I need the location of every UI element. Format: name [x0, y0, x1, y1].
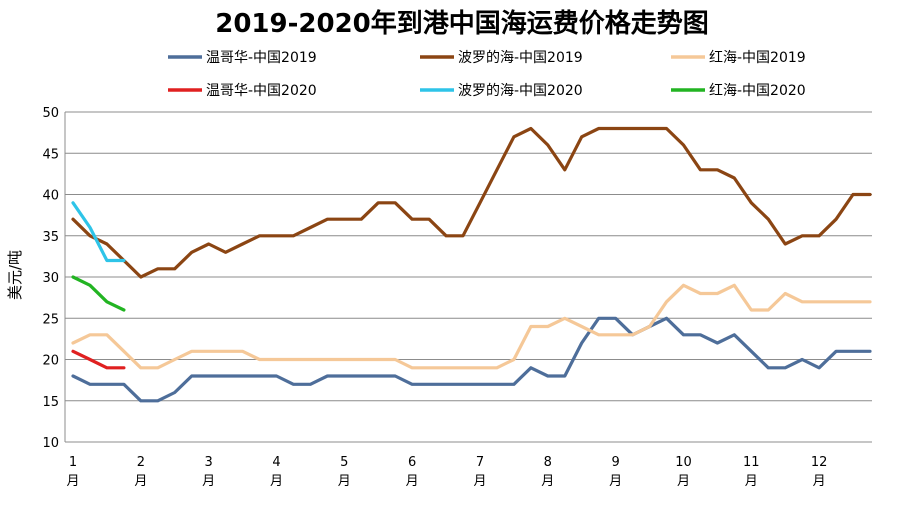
y-tick-label: 30 [42, 271, 59, 286]
y-tick-label: 25 [42, 312, 59, 327]
y-tick-label: 50 [42, 106, 59, 121]
legend-label: 红海-中国2020 [709, 83, 806, 99]
x-tick-unit: 月 [813, 474, 826, 489]
x-tick-unit: 月 [202, 474, 215, 489]
x-tick-unit: 月 [609, 474, 622, 489]
y-axis-label: 美元/吨 [6, 250, 24, 300]
x-tick-label: 4 [272, 455, 280, 470]
x-tick-label: 1 [69, 455, 77, 470]
x-tick-label: 9 [611, 455, 619, 470]
x-tick-labels: 1 月 2 月 3 月 4 月 5 月 6 月 7 月 8 月 9 月 10 月 11 月 12 月 [66, 455, 827, 489]
y-tick-label: 35 [42, 230, 59, 245]
legend-label: 红海-中国2019 [709, 50, 806, 66]
y-tick-labels: 10 15 20 25 30 35 40 45 50 [42, 106, 59, 451]
x-tick-label: 10 [675, 455, 692, 470]
x-tick-label: 11 [743, 455, 760, 470]
x-tick-label: 5 [340, 455, 348, 470]
y-tick-label: 20 [42, 354, 59, 369]
y-tick-label: 15 [42, 395, 59, 410]
x-tick-unit: 月 [406, 474, 419, 489]
x-tick-unit: 月 [134, 474, 147, 489]
legend-label: 波罗的海-中国2020 [458, 83, 583, 99]
x-tick-label: 7 [476, 455, 484, 470]
legend-label: 温哥华-中国2020 [206, 83, 317, 99]
x-tick-unit: 月 [473, 474, 486, 489]
x-tick-label: 2 [137, 455, 145, 470]
legend-label: 温哥华-中国2019 [206, 50, 317, 66]
x-tick-unit: 月 [270, 474, 283, 489]
y-tick-label: 10 [42, 436, 59, 451]
x-tick-unit: 月 [66, 474, 79, 489]
series-line-2 [71, 283, 872, 370]
x-tick-unit: 月 [541, 474, 554, 489]
y-tick-label: 40 [42, 189, 59, 204]
x-tick-unit: 月 [338, 474, 351, 489]
series-line-3 [71, 349, 126, 370]
legend: 温哥华-中国2019 波罗的海-中国2019 红海-中国2019 温哥华-中国2020… [168, 50, 806, 99]
series-lines [71, 126, 872, 403]
x-tick-label: 6 [408, 455, 416, 470]
chart-title: 2019-2020年到港中国海运费价格走势图 [215, 8, 709, 39]
series-line-0 [71, 316, 872, 403]
x-tick-unit: 月 [745, 474, 758, 489]
axes [64, 112, 872, 443]
x-tick-label: 8 [544, 455, 552, 470]
x-tick-label: 12 [811, 455, 828, 470]
legend-label: 波罗的海-中国2019 [458, 50, 583, 66]
gridlines [65, 111, 872, 443]
series-line-5 [71, 275, 126, 312]
x-tick-unit: 月 [677, 474, 690, 489]
series-line-1 [71, 126, 872, 279]
series-line-4 [71, 201, 126, 263]
y-tick-label: 45 [42, 147, 59, 162]
x-tick-label: 3 [205, 455, 213, 470]
